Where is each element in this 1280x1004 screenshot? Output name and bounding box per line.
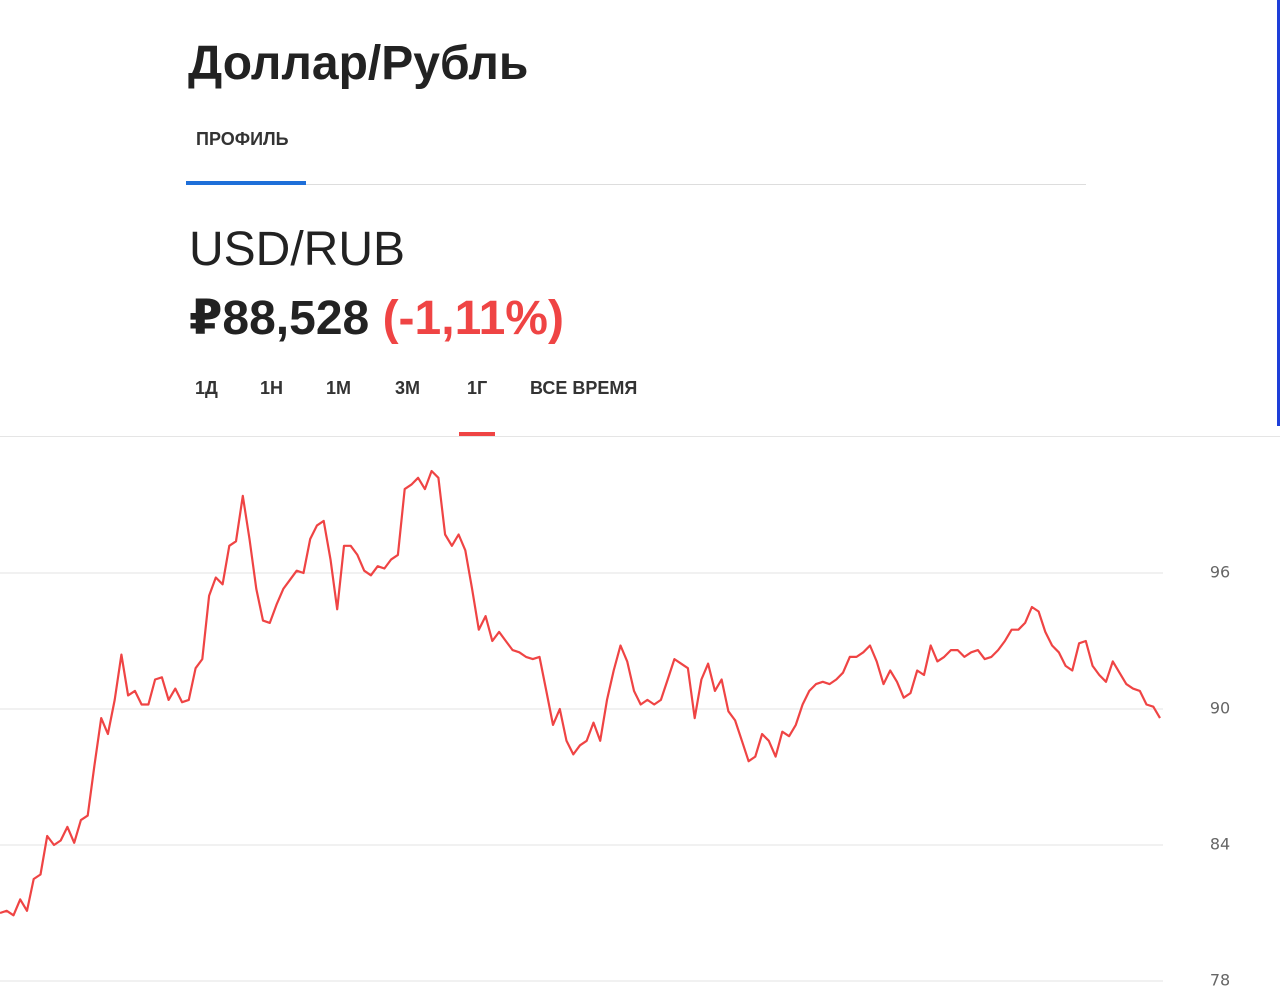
range-button[interactable]: 1Д xyxy=(195,378,218,398)
divider xyxy=(0,436,1280,437)
range-button[interactable]: 1М xyxy=(326,378,352,398)
price: ₽88,528 xyxy=(189,292,370,345)
chart: 78 84 90 96 xyxy=(0,469,1230,990)
y-tick-label: 78 xyxy=(1210,971,1230,990)
tab-indicator xyxy=(186,181,306,185)
edge-bar xyxy=(1277,0,1280,426)
y-tick-label: 84 xyxy=(1210,835,1230,854)
tab[interactable]: ПРОФИЛЬ xyxy=(196,129,289,149)
range-button[interactable]: ВСЕ ВРЕМЯ xyxy=(530,378,638,398)
range-button[interactable]: 1Г xyxy=(467,378,488,398)
range-button[interactable]: 1Н xyxy=(260,378,284,398)
range-indicator xyxy=(459,432,495,436)
y-tick-label: 96 xyxy=(1210,563,1230,582)
range-selector: 1Д 1Н 1М 3М 1Г ВСЕ ВРЕМЯ xyxy=(0,378,1280,408)
page-title: Доллар/Рубль xyxy=(188,37,529,90)
tab-divider xyxy=(186,184,1086,185)
y-tick-label: 90 xyxy=(1210,699,1230,718)
range-button[interactable]: 3М xyxy=(395,378,421,398)
price-row: ₽88,528 (-1,11%) xyxy=(189,290,564,346)
change: (-1,11%) xyxy=(382,292,564,345)
price-line xyxy=(0,469,1161,917)
symbol: USD/RUB xyxy=(189,223,406,276)
